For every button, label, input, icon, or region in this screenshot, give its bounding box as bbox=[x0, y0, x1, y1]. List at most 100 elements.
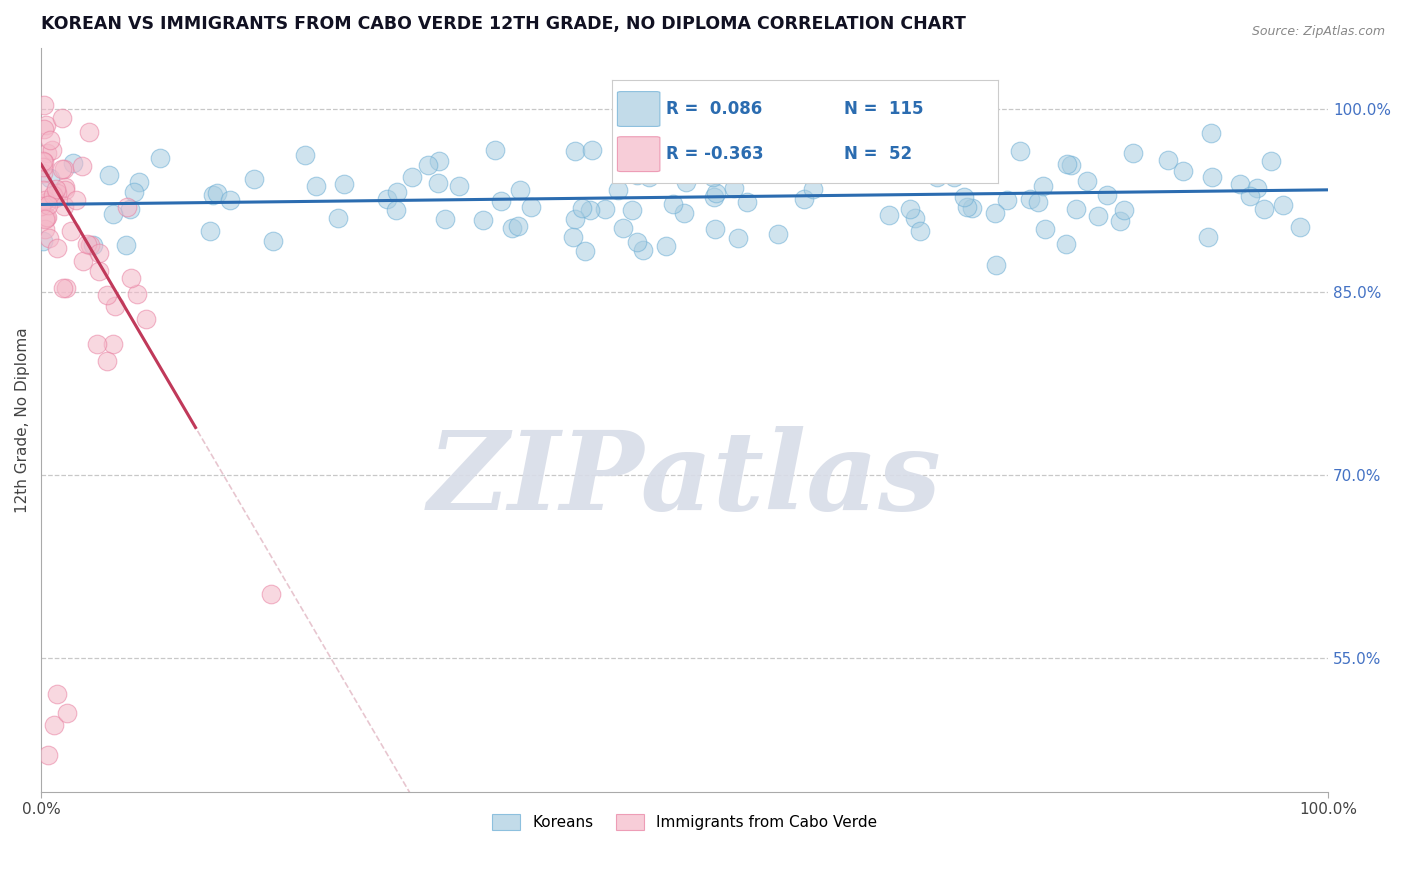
Point bbox=[925, 169, 948, 184]
Point bbox=[52, 199, 75, 213]
Point bbox=[898, 202, 921, 216]
Point bbox=[52, 161, 75, 176]
Point bbox=[606, 183, 628, 197]
Point bbox=[35, 118, 58, 132]
Point bbox=[34, 212, 56, 227]
Point bbox=[1229, 177, 1251, 191]
Point bbox=[56, 706, 79, 720]
Point bbox=[1097, 188, 1119, 202]
Point bbox=[46, 186, 69, 200]
Point bbox=[509, 183, 531, 197]
Point bbox=[401, 170, 423, 185]
Point bbox=[39, 170, 62, 185]
Point bbox=[1122, 145, 1144, 160]
Point bbox=[115, 238, 138, 252]
Text: N =  52: N = 52 bbox=[844, 145, 911, 163]
Point bbox=[1028, 194, 1050, 209]
Point bbox=[87, 246, 110, 260]
Point bbox=[1199, 126, 1222, 140]
Point bbox=[723, 181, 745, 195]
Point bbox=[101, 336, 124, 351]
Point bbox=[703, 190, 725, 204]
Text: N =  115: N = 115 bbox=[844, 100, 924, 118]
Point bbox=[434, 211, 457, 226]
Point bbox=[564, 145, 586, 159]
Text: R =  0.086: R = 0.086 bbox=[666, 100, 762, 118]
Point bbox=[385, 185, 408, 199]
Point bbox=[967, 160, 990, 174]
Point bbox=[305, 179, 328, 194]
Point bbox=[620, 202, 643, 217]
Point bbox=[207, 186, 229, 200]
Point bbox=[1157, 153, 1180, 167]
Point bbox=[122, 185, 145, 199]
Point bbox=[891, 160, 914, 174]
Point bbox=[626, 169, 648, 183]
Point bbox=[727, 231, 749, 245]
Point bbox=[801, 182, 824, 196]
Point bbox=[41, 144, 63, 158]
Point bbox=[1087, 209, 1109, 223]
Point bbox=[72, 253, 94, 268]
Point bbox=[643, 142, 665, 156]
Point bbox=[704, 186, 727, 200]
Point bbox=[51, 162, 73, 177]
Point bbox=[427, 176, 450, 190]
Point bbox=[1239, 189, 1261, 203]
Point bbox=[51, 281, 73, 295]
Point bbox=[943, 170, 966, 185]
Point bbox=[77, 125, 100, 139]
Point bbox=[613, 108, 636, 122]
Point bbox=[766, 227, 789, 242]
Point bbox=[35, 210, 58, 224]
Point bbox=[1272, 198, 1295, 212]
Point bbox=[472, 212, 495, 227]
Text: ZIPatlas: ZIPatlas bbox=[427, 426, 942, 533]
Point bbox=[34, 98, 56, 112]
Point bbox=[79, 238, 101, 252]
Point bbox=[65, 193, 87, 207]
Point bbox=[626, 235, 648, 250]
Point bbox=[1201, 169, 1223, 184]
Point bbox=[579, 202, 602, 217]
Point bbox=[51, 112, 73, 126]
Point bbox=[1171, 164, 1194, 178]
Point bbox=[661, 197, 683, 211]
Point bbox=[45, 688, 67, 702]
Point bbox=[294, 148, 316, 162]
Point bbox=[53, 183, 76, 197]
Point bbox=[128, 175, 150, 189]
Point bbox=[87, 264, 110, 278]
Point bbox=[32, 154, 55, 169]
Point bbox=[803, 162, 825, 177]
Point bbox=[612, 220, 634, 235]
Point bbox=[262, 234, 284, 248]
Point bbox=[447, 178, 470, 193]
Point bbox=[243, 172, 266, 186]
Point bbox=[375, 193, 398, 207]
Point bbox=[675, 176, 697, 190]
Point bbox=[31, 183, 53, 197]
Point bbox=[45, 182, 67, 196]
Point bbox=[37, 198, 59, 212]
Text: KOREAN VS IMMIGRANTS FROM CABO VERDE 12TH GRADE, NO DIPLOMA CORRELATION CHART: KOREAN VS IMMIGRANTS FROM CABO VERDE 12T… bbox=[41, 15, 966, 33]
Point bbox=[416, 158, 439, 172]
Point bbox=[34, 194, 56, 208]
Point bbox=[984, 206, 1007, 220]
Point bbox=[1108, 214, 1130, 228]
Point bbox=[655, 239, 678, 253]
Point bbox=[1054, 236, 1077, 251]
Point bbox=[1260, 153, 1282, 168]
Point bbox=[1114, 202, 1136, 217]
Point bbox=[673, 206, 696, 220]
Y-axis label: 12th Grade, No Diploma: 12th Grade, No Diploma bbox=[15, 327, 30, 513]
Point bbox=[1060, 157, 1083, 171]
Point bbox=[1253, 202, 1275, 217]
Point bbox=[571, 201, 593, 215]
Point bbox=[149, 151, 172, 165]
Point bbox=[55, 281, 77, 295]
Point bbox=[104, 299, 127, 313]
Point bbox=[32, 121, 55, 136]
Point bbox=[44, 191, 66, 205]
FancyBboxPatch shape bbox=[617, 92, 659, 127]
